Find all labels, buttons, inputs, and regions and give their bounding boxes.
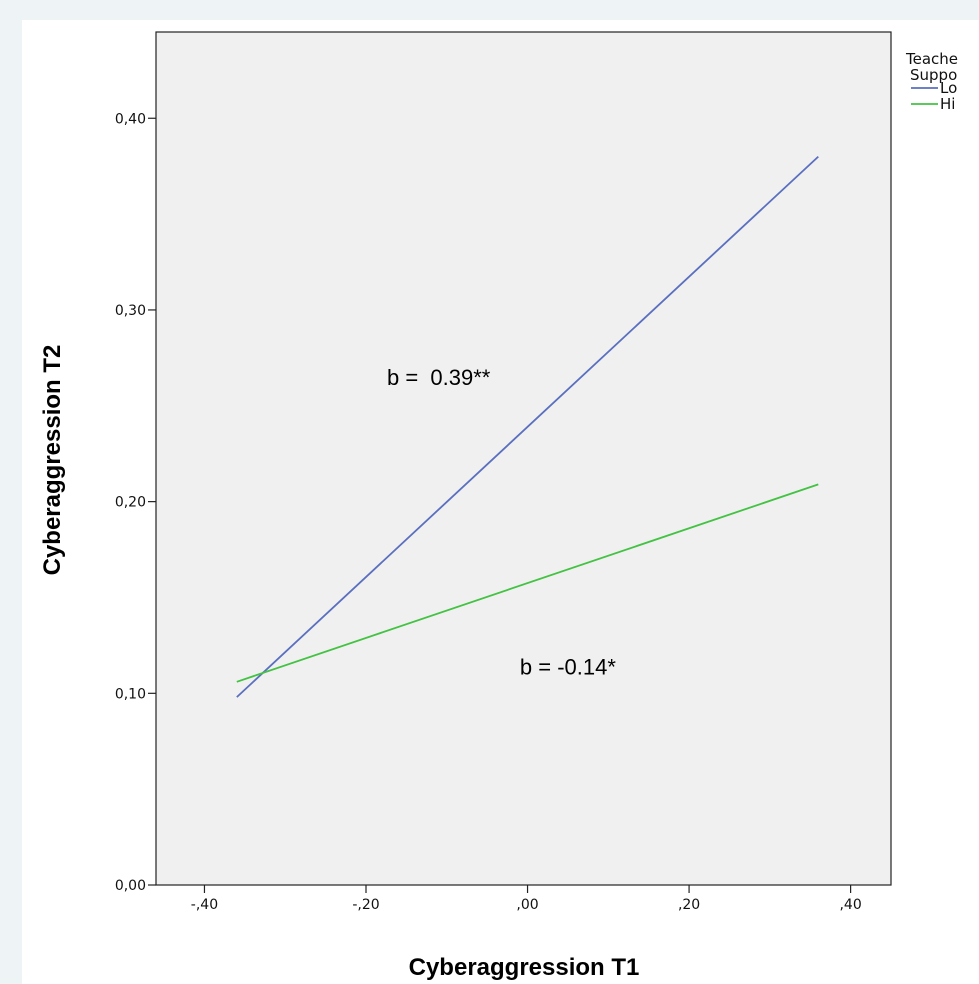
annotations: b = 0.39** b = -0.14* <box>387 365 616 679</box>
series-line-hi <box>236 483 819 683</box>
legend-title: Teache <box>905 50 958 68</box>
x-tick-label: ,40 <box>839 897 861 913</box>
y-axis: 0,00 0,10 0,20 0,30 0,40 <box>115 111 156 894</box>
series-lines <box>236 155 819 698</box>
legend-label-hi: Hi <box>940 95 955 113</box>
figure: 0,00 0,10 0,20 0,30 0,40 -,40 -,20 ,00 ,20 ,40 b… <box>22 20 979 984</box>
series-line-lo <box>236 155 819 698</box>
chart: 0,00 0,10 0,20 0,30 0,40 -,40 -,20 ,00 ,20 ,40 b… <box>39 31 958 981</box>
x-tick-label: ,00 <box>516 897 538 913</box>
legend-label-lo: Lo <box>940 79 957 97</box>
slope-annotation: b = 0.39** <box>387 365 491 390</box>
y-tick-label: 0,20 <box>115 495 146 511</box>
legend-title: Suppo <box>910 66 957 84</box>
x-tick-label: ,20 <box>678 897 700 913</box>
y-tick-label: 0,40 <box>115 111 146 127</box>
y-tick-label: 0,10 <box>115 686 146 702</box>
y-axis-title: Cyberaggression T2 <box>39 345 66 576</box>
y-tick-label: 0,00 <box>115 878 146 894</box>
x-axis: -,40 -,20 ,00 ,20 ,40 <box>191 885 862 913</box>
slope-annotation: b = -0.14* <box>520 654 616 679</box>
x-axis-title: Cyberaggression T1 <box>409 954 640 981</box>
x-tick-label: -,20 <box>352 897 379 913</box>
plot-area <box>155 31 892 886</box>
y-tick-label: 0,30 <box>115 303 146 319</box>
x-tick-label: -,40 <box>191 897 218 913</box>
